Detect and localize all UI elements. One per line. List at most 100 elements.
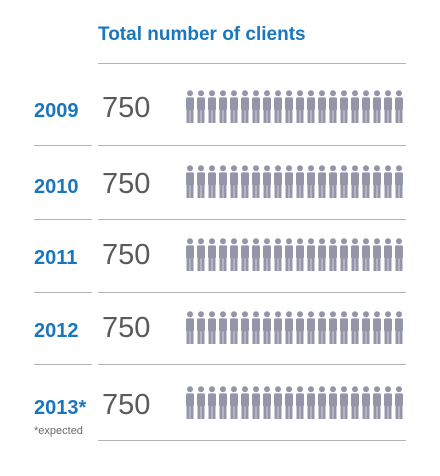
person-icon (241, 165, 249, 198)
year-label: 2009 (34, 100, 79, 122)
person-icon (197, 90, 205, 123)
person-icon (340, 386, 348, 419)
person-icon (362, 238, 370, 271)
year-label: 2010 (34, 176, 79, 198)
person-icon (252, 238, 260, 271)
person-icon (362, 386, 370, 419)
person-icon (329, 165, 337, 198)
person-icon (274, 386, 282, 419)
person-icon (318, 311, 326, 344)
person-icon (274, 90, 282, 123)
person-icon (351, 90, 359, 123)
person-icon (285, 238, 293, 271)
person-icon (307, 165, 315, 198)
person-icon (263, 311, 271, 344)
person-icon (296, 311, 304, 344)
client-count: 750 (102, 389, 151, 421)
row-rule-short (34, 364, 92, 365)
person-icon (351, 386, 359, 419)
person-icon (351, 165, 359, 198)
person-icon (373, 238, 381, 271)
person-icon (351, 311, 359, 344)
person-icon (263, 386, 271, 419)
person-icon (241, 386, 249, 419)
person-icon (197, 311, 205, 344)
person-icon (307, 386, 315, 419)
people-row (186, 386, 403, 419)
row-rule-short (34, 145, 92, 146)
person-icon (340, 311, 348, 344)
person-icon (373, 311, 381, 344)
person-icon (230, 386, 238, 419)
title-rule (98, 63, 406, 64)
person-icon (274, 311, 282, 344)
person-icon (318, 386, 326, 419)
person-icon (340, 90, 348, 123)
person-icon (274, 238, 282, 271)
row-rule (98, 440, 406, 441)
person-icon (230, 90, 238, 123)
person-icon (318, 165, 326, 198)
person-icon (252, 386, 260, 419)
person-icon (241, 238, 249, 271)
person-icon (307, 311, 315, 344)
person-icon (274, 165, 282, 198)
person-icon (230, 311, 238, 344)
person-icon (329, 311, 337, 344)
person-icon (208, 238, 216, 271)
person-icon (307, 238, 315, 271)
person-icon (252, 90, 260, 123)
person-icon (186, 311, 194, 344)
person-icon (263, 238, 271, 271)
row-rule-short (34, 219, 92, 220)
person-icon (296, 386, 304, 419)
person-icon (296, 165, 304, 198)
person-icon (219, 386, 227, 419)
person-icon (362, 311, 370, 344)
person-icon (285, 90, 293, 123)
person-icon (329, 238, 337, 271)
client-count: 750 (102, 239, 151, 271)
person-icon (362, 165, 370, 198)
person-icon (384, 386, 392, 419)
person-icon (285, 311, 293, 344)
person-icon (186, 386, 194, 419)
person-icon (186, 165, 194, 198)
year-label: 2012 (34, 320, 79, 342)
row-rule (98, 292, 406, 293)
person-icon (384, 311, 392, 344)
person-icon (296, 90, 304, 123)
row-rule (98, 364, 406, 365)
person-icon (197, 238, 205, 271)
person-icon (186, 90, 194, 123)
person-icon (395, 238, 403, 271)
row-rule (98, 219, 406, 220)
person-icon (208, 165, 216, 198)
person-icon (208, 386, 216, 419)
person-icon (241, 90, 249, 123)
person-icon (197, 386, 205, 419)
person-icon (329, 386, 337, 419)
person-icon (351, 238, 359, 271)
people-row (186, 311, 403, 344)
person-icon (241, 311, 249, 344)
person-icon (285, 165, 293, 198)
person-icon (373, 165, 381, 198)
year-label: 2011 (34, 247, 78, 269)
person-icon (197, 165, 205, 198)
person-icon (395, 386, 403, 419)
person-icon (340, 238, 348, 271)
people-row (186, 165, 403, 198)
person-icon (208, 311, 216, 344)
person-icon (318, 90, 326, 123)
person-icon (340, 165, 348, 198)
chart-title: Total number of clients (98, 24, 306, 45)
person-icon (263, 90, 271, 123)
person-icon (230, 165, 238, 198)
person-icon (219, 238, 227, 271)
year-label: 2013* (34, 397, 87, 419)
person-icon (208, 90, 216, 123)
person-icon (219, 165, 227, 198)
person-icon (263, 165, 271, 198)
person-icon (296, 238, 304, 271)
